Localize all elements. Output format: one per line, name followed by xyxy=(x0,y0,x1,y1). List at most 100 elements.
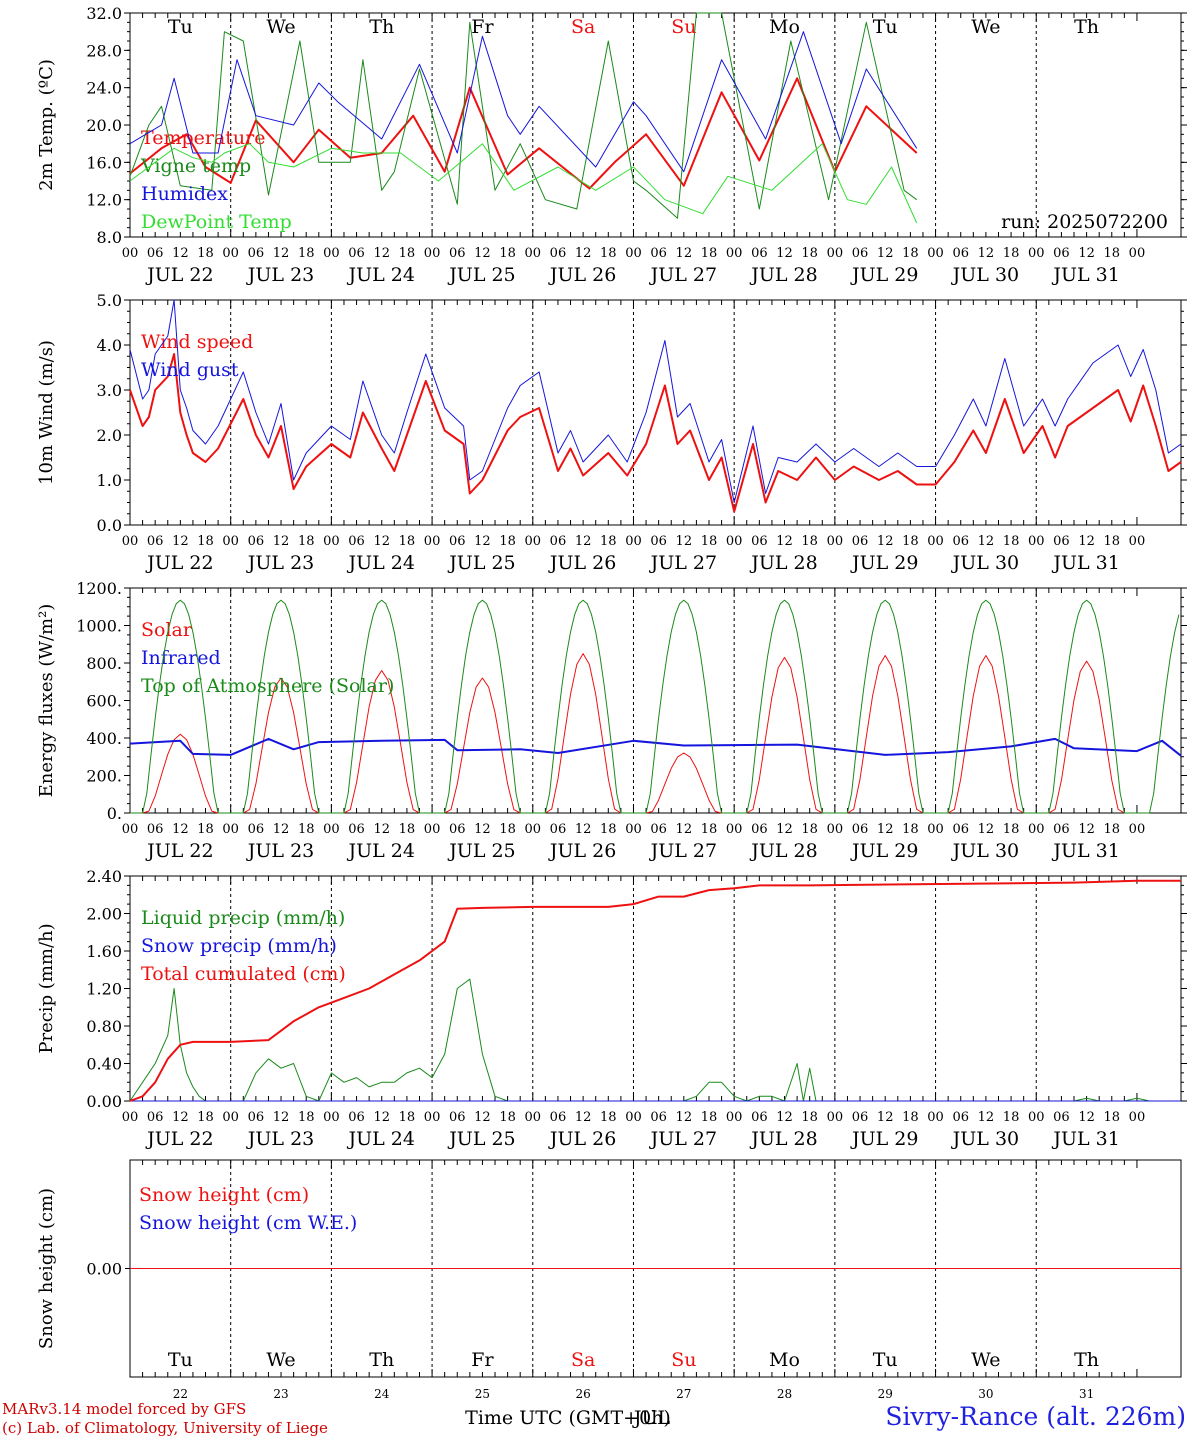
date-label: JUL 29 xyxy=(850,840,918,862)
hour-tick-label: 18 xyxy=(801,1110,818,1125)
hour-tick-label: 18 xyxy=(1003,822,1020,837)
hour-tick-label: 12 xyxy=(1078,822,1095,837)
hour-tick-label: 00 xyxy=(1129,534,1146,549)
hour-tick-label: 18 xyxy=(902,1110,919,1125)
date-label: JUL 28 xyxy=(749,264,817,286)
hour-tick-label: 18 xyxy=(902,822,919,837)
hour-tick-label: 06 xyxy=(952,1110,969,1125)
hour-tick-label: 00 xyxy=(122,822,139,837)
hour-tick-label: 12 xyxy=(273,246,290,261)
hour-tick-label: 12 xyxy=(978,246,995,261)
hour-tick-label: 06 xyxy=(147,534,164,549)
hour-tick-label: 18 xyxy=(1003,534,1020,549)
date-label: JUL 26 xyxy=(548,1128,616,1150)
model-credit: MARv3.14 model forced by GFS xyxy=(2,1400,247,1418)
date-label: JUL 22 xyxy=(145,840,213,862)
day-number-label: 30 xyxy=(978,1387,993,1401)
day-number-label: 24 xyxy=(374,1387,390,1401)
y-tick-label: 0.00 xyxy=(86,1260,122,1279)
hour-tick-label: 00 xyxy=(827,246,844,261)
panel-wind: 0.0 1.0 2.0 3.0 4.0 5.0 10m Wind (m/s) 00 06 12 18… xyxy=(36,291,1187,574)
y-tick-label: 2.00 xyxy=(86,905,122,924)
y-tick-label: 200. xyxy=(86,767,122,786)
hour-tick-label: 00 xyxy=(726,246,743,261)
hour-tick-label: 12 xyxy=(676,822,693,837)
hour-tick-label: 12 xyxy=(776,534,793,549)
x-axis-title-overlap: JUL xyxy=(632,1407,671,1429)
date-label: JUL 27 xyxy=(649,840,717,862)
hour-tick-label: 00 xyxy=(222,822,239,837)
hour-tick-label: 06 xyxy=(1053,822,1070,837)
y-tick-label: 1.60 xyxy=(86,942,122,961)
date-label: JUL 23 xyxy=(246,840,314,862)
hour-tick-label: 12 xyxy=(273,534,290,549)
hour-tick-label: 06 xyxy=(751,246,768,261)
weekday-label-top: We xyxy=(971,16,1000,38)
y-tick-label: 8.0 xyxy=(97,228,122,247)
hour-tick-label: 00 xyxy=(1129,246,1146,261)
weekday-label-top: Su xyxy=(671,16,696,38)
legend-label: Snow precip (mm/h) xyxy=(141,935,337,957)
hour-tick-label: 06 xyxy=(852,1110,869,1125)
day-number-label: 26 xyxy=(575,1387,590,1401)
weekday-label-top: Sa xyxy=(571,16,595,38)
hour-tick-label: 06 xyxy=(348,534,365,549)
hour-tick-label: 18 xyxy=(197,246,214,261)
hour-tick-label: 18 xyxy=(197,822,214,837)
weekday-label-top: Tu xyxy=(168,16,193,38)
hour-tick-label: 12 xyxy=(676,246,693,261)
weekday-label-bottom: Th xyxy=(369,1349,394,1371)
y-tick-label: 1.20 xyxy=(86,980,122,999)
hour-tick-label: 00 xyxy=(122,1110,139,1125)
hour-tick-label: 06 xyxy=(348,246,365,261)
y-tick-label: 32.0 xyxy=(86,4,122,23)
hour-tick-label: 00 xyxy=(927,534,944,549)
hour-tick-label: 06 xyxy=(348,822,365,837)
hour-tick-label: 00 xyxy=(122,246,139,261)
hour-tick-label: 18 xyxy=(399,822,416,837)
hour-tick-label: 18 xyxy=(1003,1110,1020,1125)
y-tick-label: 1000. xyxy=(76,617,122,636)
y-tick-label: 2.40 xyxy=(86,867,122,886)
hour-tick-label: 12 xyxy=(1078,246,1095,261)
hour-tick-label: 00 xyxy=(726,534,743,549)
panel-precip: 0.00 0.40 0.80 1.20 1.60 2.00 2.40 Precip (mm/h… xyxy=(36,867,1187,1150)
y-tick-label: 800. xyxy=(86,654,122,673)
hour-tick-label: 00 xyxy=(222,246,239,261)
legend-label: Snow height (cm) xyxy=(139,1184,309,1206)
date-label: JUL 31 xyxy=(1051,552,1119,574)
weekday-label-bottom: Tu xyxy=(168,1349,193,1371)
weekday-label-bottom: Fr xyxy=(471,1349,494,1371)
date-label: JUL 31 xyxy=(1051,264,1119,286)
hour-tick-label: 06 xyxy=(852,822,869,837)
footer-credits: MARv3.14 model forced by GFS (c) Lab. of… xyxy=(2,1400,328,1438)
hour-tick-label: 00 xyxy=(827,822,844,837)
day-number-label: 28 xyxy=(777,1387,792,1401)
date-label: JUL 25 xyxy=(447,1128,515,1150)
hour-tick-label: 12 xyxy=(575,246,592,261)
date-label: JUL 28 xyxy=(749,1128,817,1150)
legend-label: Total cumulated (cm) xyxy=(141,963,346,985)
y-tick-label: 4.0 xyxy=(97,336,122,355)
date-label: JUL 31 xyxy=(1051,1128,1119,1150)
hour-tick-label: 06 xyxy=(550,1110,567,1125)
y-tick-label: 0.80 xyxy=(86,1017,122,1036)
hour-tick-label: 06 xyxy=(852,534,869,549)
date-label: JUL 25 xyxy=(447,552,515,574)
hour-tick-label: 00 xyxy=(323,246,340,261)
hour-tick-label: 12 xyxy=(575,1110,592,1125)
day-number-label: 23 xyxy=(273,1387,288,1401)
hour-tick-label: 06 xyxy=(449,1110,466,1125)
hour-tick-label: 06 xyxy=(449,534,466,549)
station-name: Sivry-Rance (alt. 226m) xyxy=(885,1402,1186,1431)
hour-tick-label: 12 xyxy=(373,246,390,261)
y-tick-label: 5.0 xyxy=(97,291,122,310)
weekday-label-top: Tu xyxy=(873,16,898,38)
series-line-humidex xyxy=(129,31,918,173)
hour-tick-label: 18 xyxy=(197,534,214,549)
hour-tick-label: 00 xyxy=(927,246,944,261)
hour-tick-label: 06 xyxy=(550,822,567,837)
hour-tick-label: 00 xyxy=(625,1110,642,1125)
hour-tick-label: 06 xyxy=(1053,246,1070,261)
hour-tick-label: 00 xyxy=(625,246,642,261)
